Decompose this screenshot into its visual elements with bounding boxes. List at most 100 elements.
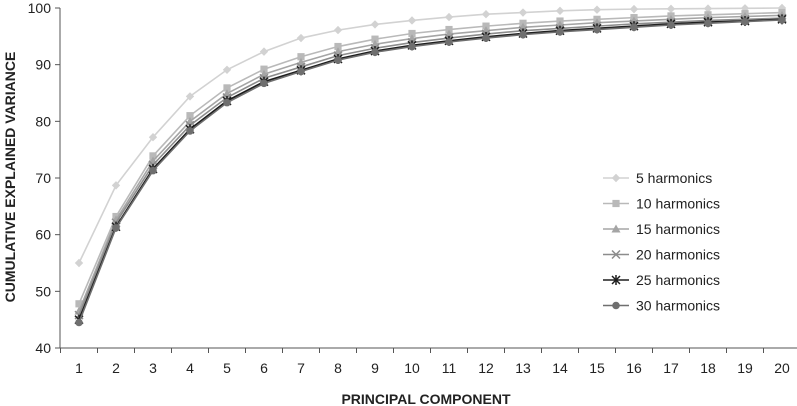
data-point <box>223 84 231 92</box>
x-tick-label: 3 <box>149 360 157 376</box>
data-point <box>629 4 639 14</box>
data-point <box>519 30 527 39</box>
legend-item: 30 harmonics <box>603 298 720 314</box>
series-line <box>78 18 783 320</box>
x-tick-label: 19 <box>737 360 753 376</box>
data-point <box>593 25 601 34</box>
data-point <box>112 224 120 232</box>
data-point <box>297 67 305 76</box>
y-tick-label: 100 <box>28 0 52 16</box>
data-point <box>630 23 638 32</box>
data-point <box>482 22 490 30</box>
legend-swatch-marker <box>611 224 621 233</box>
series-line <box>78 11 783 305</box>
x-tick-label: 6 <box>260 360 268 376</box>
data-point <box>667 21 675 29</box>
series-3 <box>74 10 787 315</box>
legend-swatch-marker <box>611 275 621 285</box>
y-tick-label: 70 <box>35 170 51 186</box>
x-tick-label: 8 <box>334 360 342 376</box>
series-1 <box>74 3 787 268</box>
data-point <box>444 12 454 22</box>
data-point <box>482 34 490 42</box>
x-tick-label: 5 <box>223 360 231 376</box>
legend-item: 5 harmonics <box>603 170 712 186</box>
data-point <box>74 258 84 268</box>
legend-item: 20 harmonics <box>603 247 720 263</box>
y-tick-label: 60 <box>35 227 51 243</box>
x-tick-label: 13 <box>515 360 531 376</box>
x-tick-label: 1 <box>75 360 83 376</box>
data-point <box>149 152 157 160</box>
data-point <box>185 92 195 101</box>
legend-label: 10 harmonics <box>636 196 720 212</box>
data-point <box>370 20 380 29</box>
data-point <box>186 112 194 120</box>
data-point <box>260 65 268 73</box>
x-tick-label: 20 <box>774 360 790 376</box>
series-6 <box>75 16 786 327</box>
data-point <box>260 79 268 88</box>
data-point <box>111 181 121 190</box>
data-point <box>75 318 83 327</box>
data-point <box>408 42 416 51</box>
x-axis-title: PRINCIPAL COMPONENT <box>341 391 510 406</box>
legend-swatch-marker <box>611 249 621 260</box>
data-point <box>481 10 491 19</box>
series-group <box>74 3 787 327</box>
series-line <box>78 19 783 323</box>
series-2 <box>75 8 786 308</box>
data-point <box>407 16 417 25</box>
legend-label: 20 harmonics <box>636 247 720 263</box>
series-line <box>78 17 783 316</box>
legend-swatch-marker <box>612 301 620 310</box>
legend-label: 5 harmonics <box>636 170 712 186</box>
legend-item: 10 harmonics <box>603 196 720 212</box>
y-tick-label: 90 <box>35 57 51 73</box>
data-point <box>334 42 342 51</box>
data-point <box>334 56 342 64</box>
data-point <box>556 28 564 36</box>
data-point <box>704 19 712 28</box>
data-point <box>445 38 453 46</box>
legend-item: 15 harmonics <box>603 221 720 237</box>
data-point <box>222 65 232 74</box>
data-point <box>518 8 528 17</box>
x-tick-label: 2 <box>112 360 120 376</box>
y-tick-label: 50 <box>35 283 51 299</box>
data-point <box>703 4 713 13</box>
data-point <box>149 166 157 175</box>
y-tick-label: 40 <box>35 340 51 356</box>
legend-swatch-marker <box>612 199 620 208</box>
data-point <box>445 25 453 34</box>
x-tick-label: 16 <box>626 360 642 376</box>
x-tick-label: 9 <box>371 360 379 376</box>
x-tick-label: 10 <box>404 360 420 376</box>
legend-swatch-marker <box>611 173 621 183</box>
x-tick-label: 11 <box>442 360 457 376</box>
series-line <box>78 14 783 312</box>
data-point <box>75 300 83 308</box>
x-tick-label: 15 <box>589 360 605 376</box>
data-point <box>296 33 306 43</box>
legend-item: 25 harmonics <box>603 272 720 288</box>
legend-label: 15 harmonics <box>636 221 720 237</box>
x-ticks: 1 2 3 4 5 6 7 8 9 10 11 12 13 14 15 16 17 18 19 20 <box>60 348 790 376</box>
legend-label: 25 harmonics <box>636 272 720 288</box>
x-tick-label: 18 <box>700 360 716 376</box>
data-point <box>666 4 676 14</box>
data-point <box>408 29 416 38</box>
data-point <box>741 17 749 26</box>
data-point <box>371 35 379 43</box>
data-point <box>555 6 565 16</box>
data-point <box>259 47 269 56</box>
y-tick-label: 80 <box>35 113 51 129</box>
legend: 5 harmonics 10 harmonics 15 harmonics 20 ha… <box>603 170 720 314</box>
data-point <box>592 5 602 14</box>
x-tick-label: 4 <box>186 360 194 376</box>
x-tick-label: 12 <box>478 360 494 376</box>
data-point <box>371 48 379 56</box>
x-tick-label: 17 <box>663 360 679 376</box>
data-point <box>778 16 786 24</box>
